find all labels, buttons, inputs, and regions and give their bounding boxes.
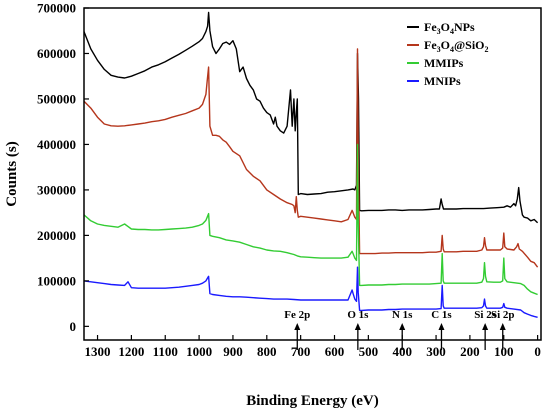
peak-label: C 1s [431, 309, 452, 321]
series-line-2 [83, 48, 539, 268]
series-line-4 [83, 266, 538, 318]
x-tick-label: 1200 [118, 344, 144, 359]
x-tick-label: 0 [534, 344, 541, 359]
y-tick-label: 400000 [37, 137, 76, 152]
x-tick-label: 1000 [186, 344, 212, 359]
peak-arrow-head [399, 323, 406, 330]
series-line-3 [83, 143, 538, 296]
y-tick-label: 600000 [37, 46, 76, 61]
x-tick-label: 100 [494, 344, 514, 359]
peak-arrow-head [499, 323, 506, 330]
plot-frame [83, 7, 542, 341]
x-tick-label: 900 [223, 344, 243, 359]
y-tick-label: 200000 [37, 228, 76, 243]
peak-label: O 1s [347, 309, 369, 321]
axis-ticks: 1300 1200 1100 1000 900 800 700 600 500 400 300 200… [37, 1, 541, 360]
peak-label: Si 2s [474, 309, 496, 321]
x-tick-label: 400 [392, 344, 412, 359]
x-tick-label: 1100 [153, 344, 178, 359]
y-tick-label: 500000 [37, 91, 76, 106]
peak-label: Fe 2p [284, 309, 310, 321]
legend: Fe3O4NPs Fe3O4@SiO2 MMIPs MNIPs [407, 20, 489, 88]
legend-label: Fe3O4NPs [424, 20, 475, 36]
x-axis-title: Binding Energy (eV) [246, 393, 379, 409]
legend-label: MNIPs [424, 74, 461, 88]
peak-label: N 1s [392, 309, 413, 321]
peak-arrow-head [354, 323, 361, 330]
y-tick-label: 300000 [37, 182, 76, 197]
y-tick-label: 100000 [37, 273, 76, 288]
peak-arrow-head [294, 323, 301, 330]
peak-label: Si 2p [491, 309, 515, 321]
legend-label: MMIPs [424, 56, 464, 70]
x-tick-label: 300 [426, 344, 446, 359]
peak-arrow-head [438, 323, 445, 330]
series-line-1 [83, 11, 539, 224]
y-tick-label: 700000 [37, 1, 76, 16]
x-tick-label: 800 [257, 344, 277, 359]
x-tick-label: 600 [325, 344, 345, 359]
x-tick-label: 200 [460, 344, 480, 359]
peak-arrow-head [482, 323, 489, 330]
legend-label: Fe3O4@SiO2 [424, 38, 489, 54]
plot-border [83, 7, 542, 341]
x-tick-label: 1300 [85, 344, 111, 359]
y-tick-label: 0 [70, 319, 77, 334]
series-layer [83, 11, 539, 318]
x-tick-label: 700 [291, 344, 311, 359]
y-axis-title: Counts (s) [4, 141, 20, 206]
x-tick-label: 500 [359, 344, 379, 359]
